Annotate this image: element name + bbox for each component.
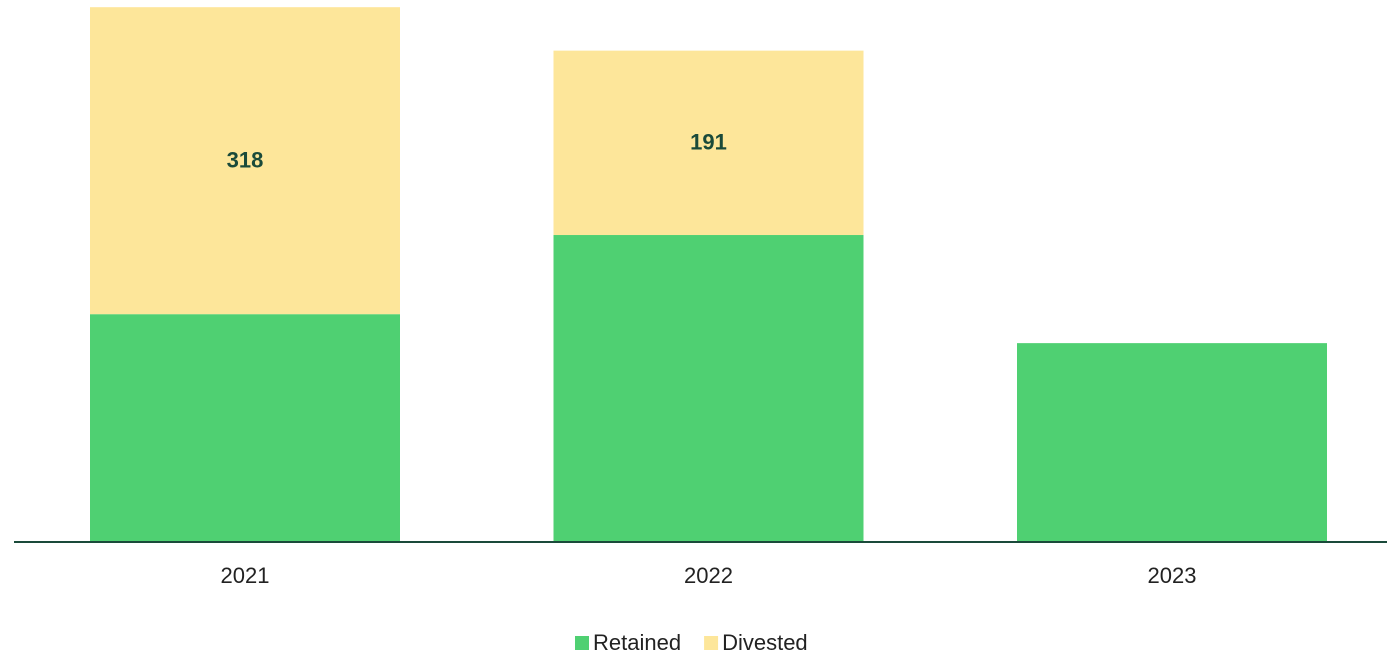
bar-segment bbox=[90, 7, 400, 315]
x-tick-label: 2021 bbox=[221, 563, 270, 588]
data-label: 318 bbox=[227, 147, 264, 172]
data-label: 191 bbox=[690, 130, 727, 155]
legend-swatch bbox=[575, 636, 589, 650]
bar-segment bbox=[553, 50, 864, 236]
bar-segment bbox=[90, 314, 400, 542]
bar-segment bbox=[1017, 343, 1327, 542]
bar-segment bbox=[553, 235, 864, 543]
legend-swatch bbox=[704, 636, 719, 650]
legend-label: Divested bbox=[722, 630, 808, 655]
x-tick-label: 2022 bbox=[684, 563, 733, 588]
x-tick-label: 2023 bbox=[1148, 563, 1197, 588]
legend-label: Retained bbox=[593, 630, 681, 655]
